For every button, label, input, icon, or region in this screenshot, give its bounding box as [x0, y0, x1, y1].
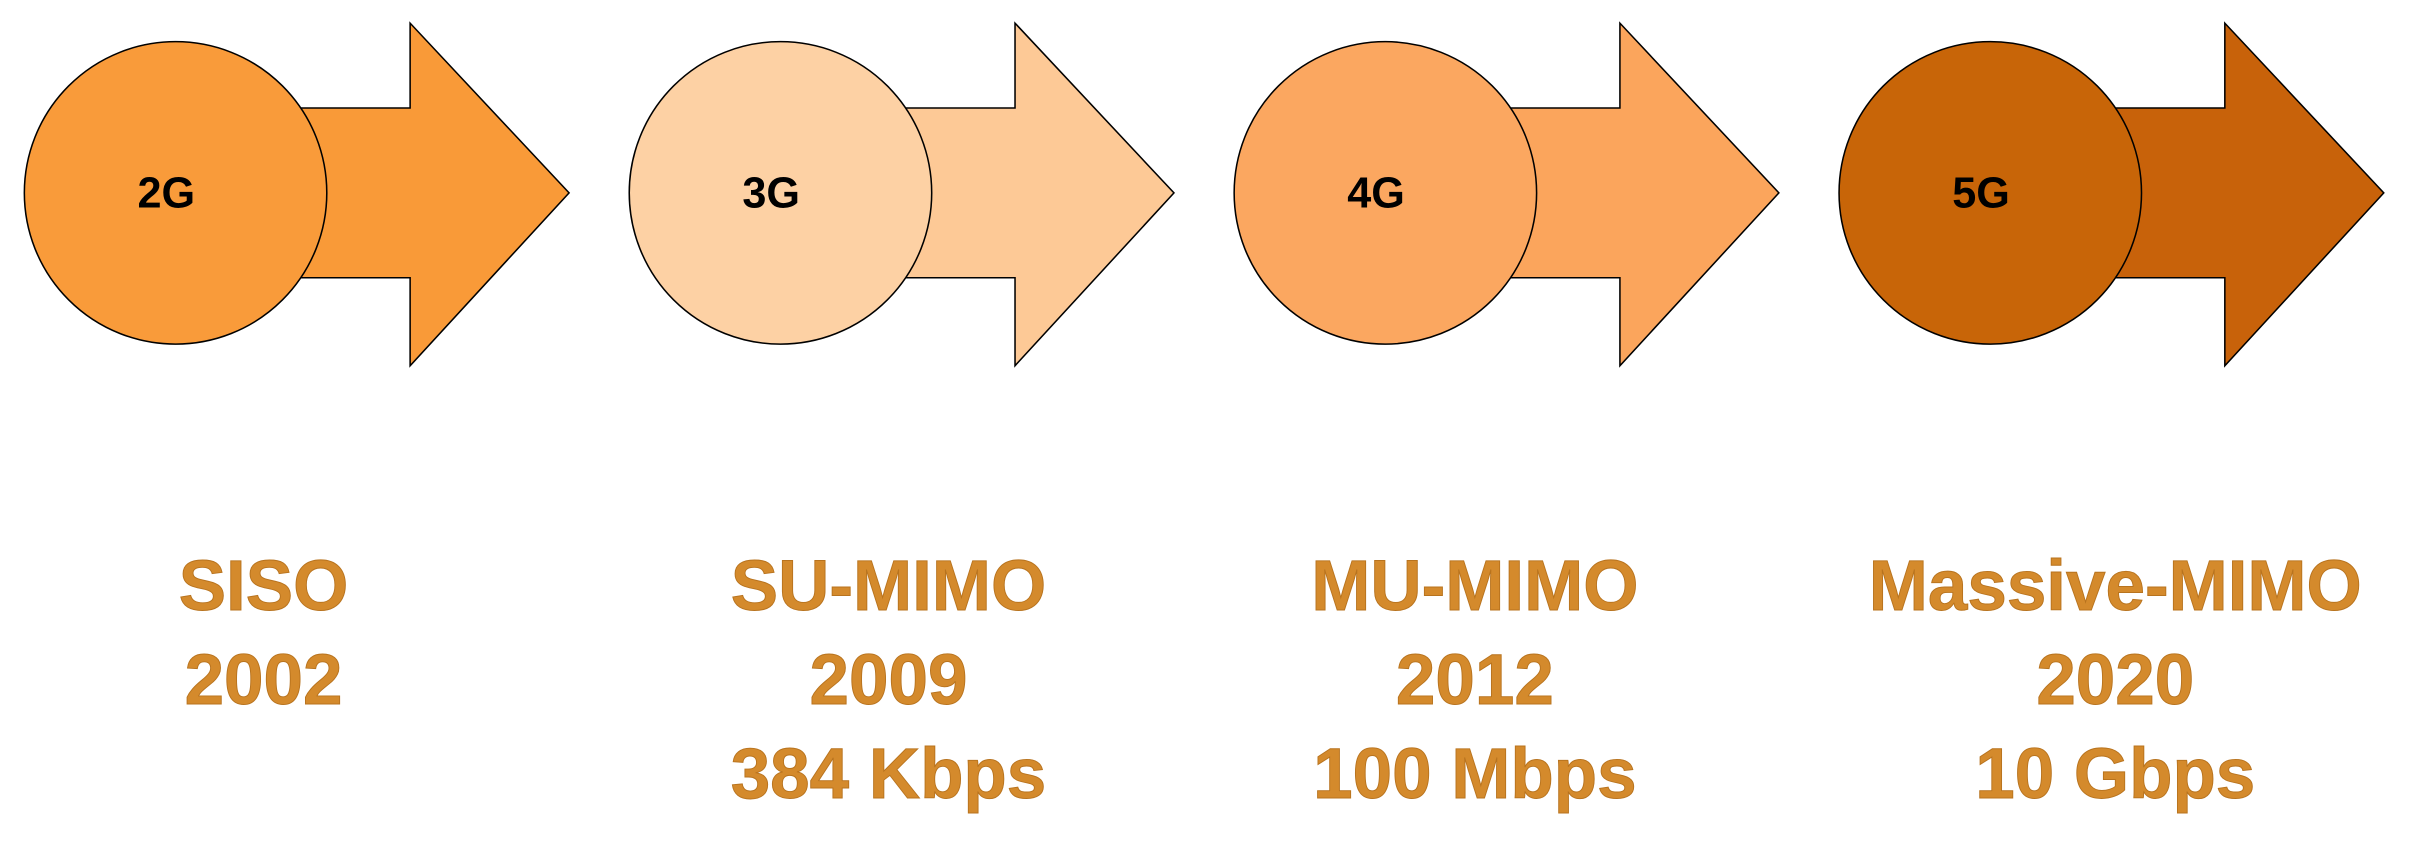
- technique-label: SISO: [179, 547, 349, 626]
- generation-circle: [1233, 40, 1538, 345]
- generation-label: 2G: [137, 169, 195, 217]
- generation-circle: [23, 40, 328, 345]
- technique-label: Massive-MIMO: [1869, 547, 2362, 626]
- year-label: 2009: [810, 641, 968, 720]
- rate-label: 10 Gbps: [1975, 735, 2255, 814]
- technique-label: MU-MIMO: [1311, 547, 1638, 626]
- generation-circle: [628, 40, 933, 345]
- generation-label: 4G: [1347, 169, 1405, 217]
- year-label: 2002: [185, 641, 343, 720]
- technique-label: SU-MIMO: [731, 547, 1046, 626]
- generation-label: 5G: [1952, 169, 2010, 217]
- rate-label: 384 Kbps: [731, 735, 1047, 814]
- generation-label: 3G: [742, 169, 800, 217]
- rate-label: 100 Mbps: [1313, 735, 1636, 814]
- generation-circle: [1838, 40, 2143, 345]
- year-label: 2012: [1396, 641, 1554, 720]
- year-label: 2020: [2036, 641, 2194, 720]
